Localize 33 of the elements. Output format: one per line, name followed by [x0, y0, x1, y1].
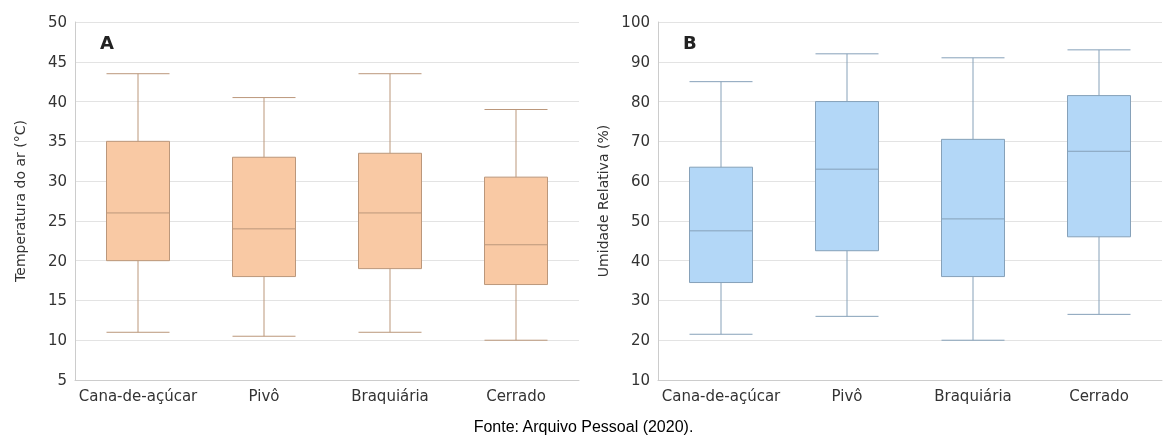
- y-tick-label: 30: [630, 291, 650, 310]
- y-tick-label: 30: [47, 172, 67, 191]
- x-tick-label: Braquiária: [351, 386, 429, 405]
- text: B: [683, 31, 697, 53]
- x-tick-label: Pivô: [831, 386, 863, 405]
- y-tick-label: 40: [630, 251, 650, 270]
- x-tick-label: Cerrado: [486, 386, 546, 405]
- y-tick-label: 70: [630, 132, 650, 151]
- source-note: Fonte: Arquivo Pessoal (2020).: [472, 418, 695, 436]
- y-tick-label: 20: [47, 251, 67, 270]
- y-tick-label: 10: [47, 331, 67, 350]
- y-tick-label: 60: [630, 172, 650, 191]
- y-axis-title: Temperatura do ar (°C): [12, 120, 28, 283]
- x-tick-label: Pivô: [248, 386, 280, 405]
- x-tick-label: Cana-de-açúcar: [78, 386, 199, 405]
- text: A: [100, 31, 114, 53]
- y-tick-label: 50: [47, 13, 67, 31]
- y-tick-label: 20: [630, 331, 650, 350]
- y-tick-label: 50: [630, 211, 650, 230]
- y-tick-label: 35: [47, 132, 67, 151]
- y-tick-label: 100: [621, 13, 650, 31]
- y-tick-label: 25: [47, 211, 67, 230]
- y-tick-label: 45: [47, 52, 67, 71]
- y-tick-label: 90: [630, 52, 650, 71]
- x-tick-label: Cana-de-açúcar: [661, 386, 782, 405]
- y-tick-label: 15: [47, 291, 67, 310]
- y-tick-label: 80: [630, 92, 650, 111]
- x-tick-label: Braquiária: [934, 386, 1012, 405]
- y-tick-label: 10: [630, 371, 650, 389]
- y-axis-title: Umidade Relativa (%): [595, 124, 611, 278]
- x-tick-label: Cerrado: [1069, 386, 1129, 405]
- y-tick-label: 40: [47, 92, 67, 111]
- y-tick-label: 5: [57, 371, 67, 389]
